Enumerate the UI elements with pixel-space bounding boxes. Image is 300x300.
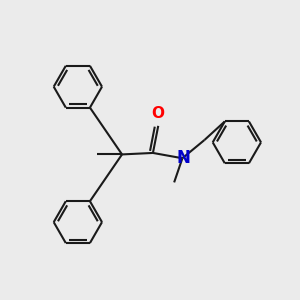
Text: O: O xyxy=(152,106,165,121)
Text: N: N xyxy=(176,149,190,167)
